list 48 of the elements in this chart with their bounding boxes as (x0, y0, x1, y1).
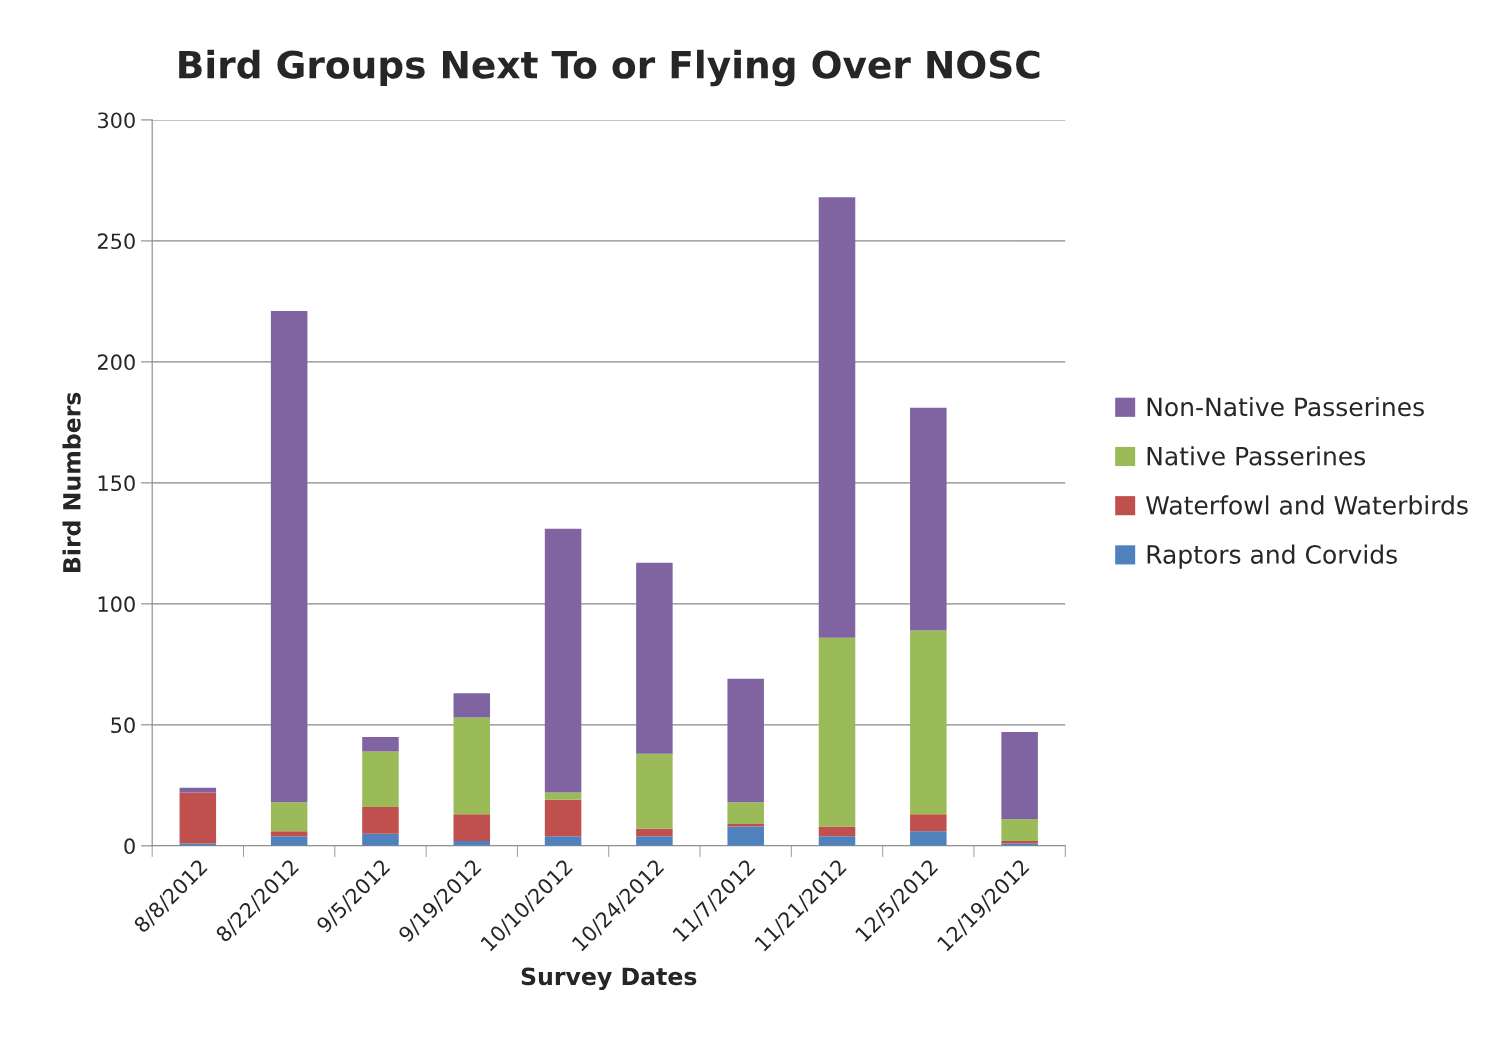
bar (636, 753, 673, 829)
bar (270, 311, 308, 803)
bar (636, 828, 673, 837)
bar (362, 833, 399, 846)
bar (636, 562, 673, 754)
y-tick-label: 50 (111, 717, 135, 734)
bar (270, 831, 308, 837)
bar (544, 528, 582, 793)
y-tick-label: 150 (98, 475, 135, 492)
x-axis-title: Survey Dates (521, 967, 697, 991)
y-axis-title: Bird Numbers (62, 392, 81, 573)
bar (362, 736, 399, 752)
legend-label: Native Passerines (1147, 446, 1366, 466)
y-tick-label: 300 (98, 112, 135, 129)
bar (910, 407, 947, 631)
bar (727, 826, 764, 846)
y-tick-label: 200 (97, 354, 135, 371)
y-tick-label: 0 (124, 838, 135, 855)
chart-title: Bird Groups Next To or Flying Over NOSC (179, 49, 1040, 87)
bar (270, 836, 308, 846)
bar (544, 792, 582, 800)
bar (910, 814, 947, 832)
legend-label: Non-Native Passerines (1147, 396, 1424, 417)
bar (179, 792, 217, 844)
bar (453, 717, 491, 815)
bar (1001, 732, 1038, 820)
y-tick-label: 100 (98, 596, 135, 613)
bar (270, 802, 308, 832)
bar (910, 630, 947, 815)
legend-label: Raptors and Corvids (1147, 544, 1397, 569)
bar (818, 637, 856, 827)
bar (453, 693, 491, 718)
bar (362, 751, 399, 808)
bar (453, 814, 491, 841)
bar (818, 836, 856, 846)
y-tick-label: 250 (97, 233, 135, 250)
bar (544, 836, 582, 846)
bar (179, 787, 217, 793)
bar (544, 799, 582, 837)
bar (727, 678, 764, 803)
bar (1001, 819, 1038, 841)
bar (910, 831, 947, 846)
bar (636, 836, 673, 846)
bar (818, 197, 856, 638)
legend-label: Waterfowl and Waterbirds (1146, 495, 1468, 515)
bar (362, 807, 399, 834)
bar (818, 826, 856, 837)
bar (727, 802, 764, 825)
